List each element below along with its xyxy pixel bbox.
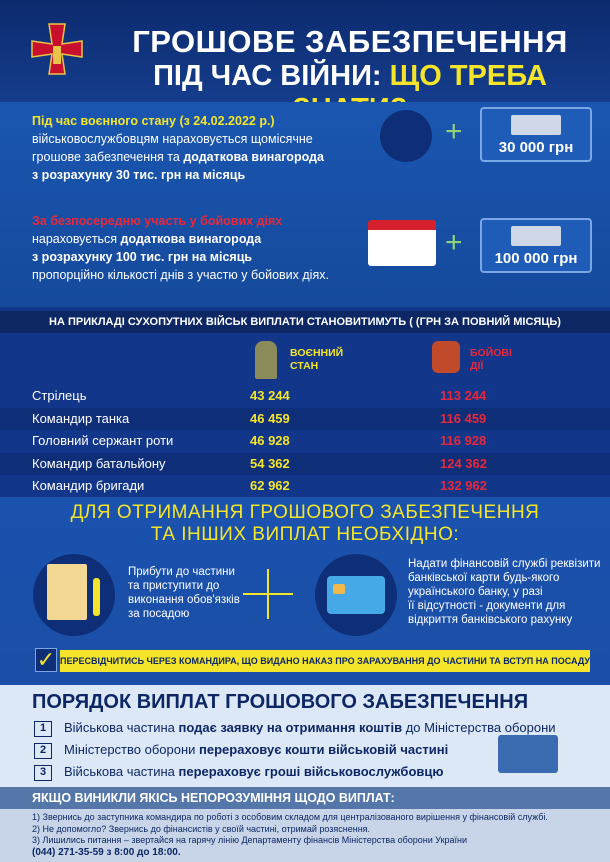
plus-icon-vertical <box>267 569 269 619</box>
verify-note: ПЕРЕСВІДЧИТИСЬ ЧЕРЕЗ КОМАНДИРА, ЩО ВИДАН… <box>60 650 590 672</box>
table-caption: НА ПРИКЛАДІ СУХОПУТНИХ ВІЙСЬК ВИПЛАТИ СТ… <box>0 311 610 333</box>
table-row: Стрілець 43 244 113 244 <box>0 385 610 407</box>
combat-highlight: За безпосередню участь у бойових діях <box>32 214 283 228</box>
position-label: Командир батальйону <box>32 455 166 471</box>
armed-forces-emblem-icon <box>31 23 83 75</box>
combat-amount: 124 362 <box>440 455 487 471</box>
combat-amount: 116 459 <box>440 410 487 426</box>
column-martial-law: ВОЄННИЙ СТАН <box>290 347 344 372</box>
issues-title: ЯКЩО ВИНИКЛИ ЯКІСЬ НЕПОРОЗУМІННЯ ЩОДО ВИ… <box>0 787 610 809</box>
position-label: Командир бригади <box>32 478 145 493</box>
title-line-1: ГРОШОВЕ ЗАБЕЗПЕЧЕННЯ <box>132 24 568 59</box>
text-line: грошове забезпечення та додаткова винаго… <box>32 150 324 164</box>
requirements-heading: ТА ІНШИХ ВИПЛАТ НЕОБХІДНО: <box>150 524 460 545</box>
combat-amount: 132 962 <box>440 478 487 493</box>
combat-text: За безпосередню участь у бойових діях на… <box>32 212 329 284</box>
hotline-phone[interactable]: (044) 271-35-59 з 8:00 до 18:00. <box>32 846 181 858</box>
payment-order-title: ПОРЯДОК ВИПЛАТ ГРОШОВОГО ЗАБЕЗПЕЧЕННЯ <box>32 691 529 713</box>
calendar-fire-icon <box>368 220 436 266</box>
checkmark-icon: ✓ <box>35 647 57 672</box>
step-number: 3 <box>34 764 52 781</box>
text-line: військовослужбовцям нараховується щоміся… <box>32 132 313 146</box>
position-label: Головний сержант роти <box>32 433 174 448</box>
bank-card-icon <box>315 554 397 636</box>
banknote-icon <box>511 115 561 135</box>
header: ГРОШОВЕ ЗАБЕЗПЕЧЕННЯ ПІД ЧАС ВІЙНИ: ЩО Т… <box>0 0 610 125</box>
martial-law-amount: 46 928 <box>250 433 290 448</box>
table-row: Командир танка 46 459 116 459 <box>0 407 610 430</box>
issues-list: 1) Звернись до заступника командира по р… <box>0 809 610 862</box>
payment-step: 3 Військова частина перераховує гроші вій… <box>34 763 443 781</box>
text-line: з розрахунку 100 тис. грн на місяць <box>32 250 253 264</box>
martial-law-text: Під час воєнного стану (з 24.02.2022 р.)… <box>32 112 324 184</box>
combat-amount: 113 244 <box>440 388 487 403</box>
combat-amount: 116 928 <box>440 433 487 448</box>
plus-icon: + <box>445 115 463 148</box>
martial-law-amount: 46 459 <box>250 410 290 426</box>
column-combat: БОЙОВІ ДІЇ <box>470 347 512 372</box>
title-war: ПІД ЧАС ВІЙНИ: <box>153 60 382 92</box>
payments-table: НА ПРИКЛАДІ СУХОПУТНИХ ВІЙСЬК ВИПЛАТИ СТ… <box>0 307 610 497</box>
text-line: з розрахунку 30 тис. грн на місяць <box>32 168 246 182</box>
issue-step: 3) Лишились питання – звертайся на гаряч… <box>32 835 468 845</box>
bank-details-text: Надати фінансовій службі реквізити банків… <box>408 558 601 626</box>
martial-law-amount: 62 962 <box>250 478 290 493</box>
table-row: Командир бригади 62 962 132 962 <box>0 475 610 497</box>
arrive-text: Прибути до частини та приступити до викона… <box>128 566 240 620</box>
position-label: Стрілець <box>32 388 87 403</box>
table-row: Головний сержант роти 46 928 116 928 <box>0 430 610 452</box>
martial-law-amount: 54 362 <box>250 455 290 471</box>
payment-step: 2 Міністерство оборони перераховує кошти … <box>34 741 448 759</box>
requirements-heading: ДЛЯ ОТРИМАННЯ ГРОШОВОГО ЗАБЕЗПЕЧЕННЯ <box>70 502 540 523</box>
banknote-icon <box>511 226 561 246</box>
table-row: Командир батальйону 54 362 124 362 <box>0 452 610 475</box>
money-bag-icon <box>380 110 432 162</box>
martial-law-highlight: Під час воєнного стану (з 24.02.2022 р.) <box>32 114 275 128</box>
allowance-section: Під час воєнного стану (з 24.02.2022 р.)… <box>0 102 610 307</box>
plus-icon: + <box>445 226 463 259</box>
amount-box-100000: 100 000 грн <box>480 218 592 273</box>
text-line: пропорційно кількості днів з участю у бо… <box>32 268 329 282</box>
payment-step: 1 Військова частина подає заявку на отрим… <box>34 719 556 737</box>
soldier-icon <box>255 341 277 379</box>
issue-step: 2) Не допомогло? Звернись до фінансистів… <box>32 823 371 834</box>
document-pen-icon <box>33 554 115 636</box>
combat-soldier-icon <box>432 341 460 373</box>
position-label: Командир танка <box>32 410 130 426</box>
issue-step: 1) Звернись до заступника командира по р… <box>32 812 548 822</box>
text-line: нараховується додаткова винагорода <box>32 232 262 246</box>
amount-box-30000: 30 000 грн <box>480 107 592 162</box>
step-number: 1 <box>34 720 52 737</box>
money-coins-icon <box>498 735 558 773</box>
martial-law-amount: 43 244 <box>250 388 290 403</box>
step-number: 2 <box>34 742 52 759</box>
